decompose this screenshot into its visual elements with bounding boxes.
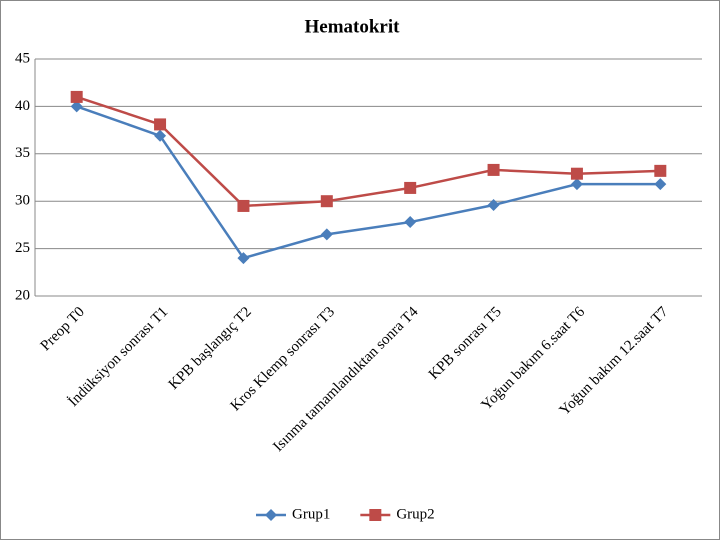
y-tick-label: 45 bbox=[15, 50, 30, 66]
y-tick-label: 40 bbox=[15, 98, 30, 114]
marker bbox=[570, 167, 583, 180]
legend-label: Grup1 bbox=[292, 506, 330, 522]
marker bbox=[487, 163, 500, 176]
marker bbox=[404, 216, 417, 229]
marker bbox=[237, 199, 250, 212]
marker bbox=[404, 181, 417, 194]
marker bbox=[70, 90, 83, 103]
marker bbox=[369, 509, 382, 521]
marker bbox=[70, 100, 83, 113]
marker bbox=[265, 509, 277, 521]
marker bbox=[320, 195, 333, 208]
y-tick-label: 30 bbox=[15, 193, 30, 209]
chart-title: Hematokrit bbox=[305, 16, 401, 37]
y-tick-label: 25 bbox=[15, 240, 30, 256]
marker bbox=[237, 252, 250, 265]
series-line bbox=[76, 95, 661, 208]
marker bbox=[654, 164, 667, 177]
series-line bbox=[76, 105, 661, 260]
marker bbox=[487, 198, 500, 211]
marker bbox=[320, 228, 333, 241]
marker bbox=[570, 178, 583, 191]
y-tick-label: 20 bbox=[15, 287, 30, 303]
y-tick-label: 35 bbox=[15, 145, 30, 161]
marker bbox=[154, 129, 167, 142]
marker bbox=[654, 178, 667, 191]
legend-label: Grup2 bbox=[396, 506, 434, 522]
marker bbox=[154, 118, 167, 131]
